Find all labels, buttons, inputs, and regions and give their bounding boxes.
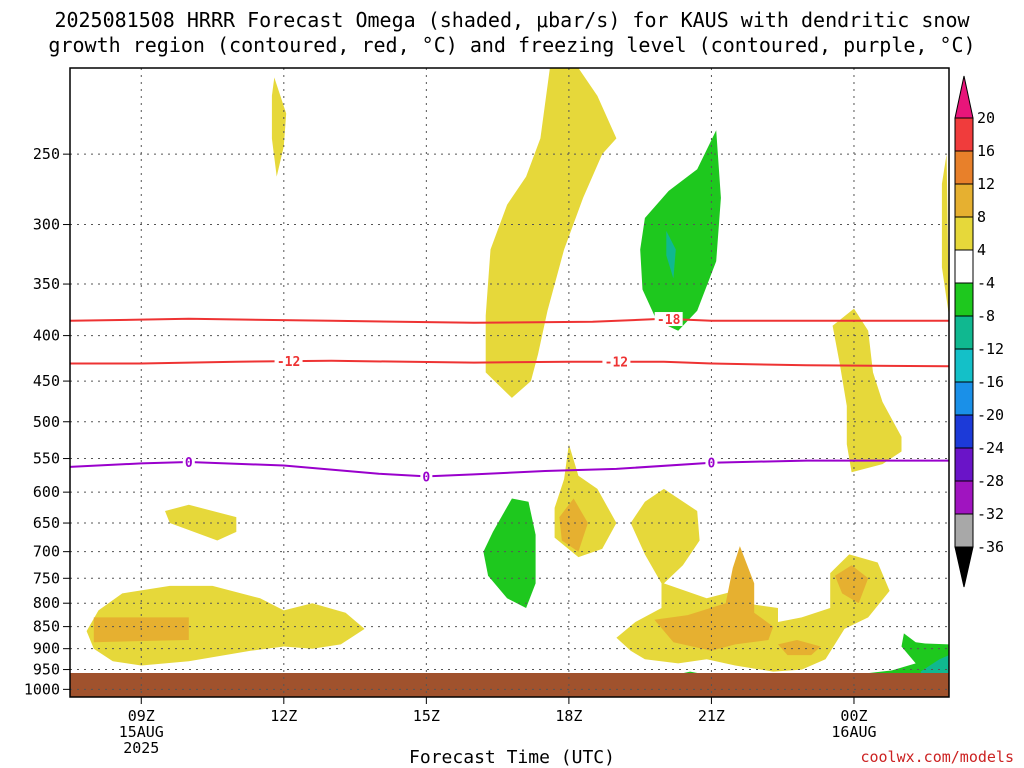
y-tick-label: 800	[33, 594, 60, 612]
x-tick-label: 2025	[123, 739, 159, 757]
site-credit[interactable]: coolwx.com/models	[860, 748, 1014, 766]
y-tick-label: 850	[33, 618, 60, 636]
plot-frame	[69, 67, 950, 698]
omega-region	[485, 68, 617, 398]
colorbar-segment	[954, 117, 974, 152]
contour-label-bg	[420, 469, 433, 484]
colorbar-label: 8	[977, 208, 986, 226]
contour-label: 0	[708, 457, 716, 472]
omega-region	[483, 498, 536, 608]
chart-title-line-2: growth region (contoured, red, °C) and f…	[48, 33, 976, 57]
colorbar-label: 20	[977, 109, 995, 127]
omega-region	[778, 640, 821, 656]
x-tick-label: 21Z	[698, 707, 725, 725]
colorbar-segment	[954, 348, 974, 383]
ground-surface	[70, 673, 949, 697]
y-tick-label: 550	[33, 450, 60, 468]
colorbar-segment	[954, 414, 974, 449]
colorbar-extension-bottom	[954, 546, 974, 588]
contour-label-bg	[182, 455, 195, 470]
colorbar-label: -20	[977, 406, 1004, 424]
x-tick-label: 12Z	[270, 707, 297, 725]
omega-region	[832, 308, 902, 473]
contour-label-bg	[654, 312, 683, 327]
contour-label-bg	[602, 354, 631, 369]
colorbar-label: -36	[977, 538, 1004, 556]
y-tick-label: 700	[33, 543, 60, 561]
colorbar-label: -8	[977, 307, 995, 325]
x-tick-label: 16AUG	[831, 723, 876, 741]
colorbar-segment	[954, 381, 974, 416]
omega-region	[271, 77, 287, 177]
y-tick-label: 450	[33, 372, 60, 390]
y-tick-label: 900	[33, 640, 60, 658]
omega-region	[640, 130, 721, 331]
contour-label: 0	[422, 470, 430, 485]
colorbar-label: 4	[977, 241, 986, 259]
colorbar-segment	[954, 315, 974, 350]
omega-region	[835, 565, 869, 604]
y-tick-label: 300	[33, 216, 60, 234]
contour-label: -12	[605, 356, 628, 371]
contour-label: -18	[657, 313, 681, 328]
x-tick-label: 18Z	[555, 707, 582, 725]
omega-region	[654, 546, 774, 651]
contour-label: 0	[185, 456, 193, 471]
y-tick-label: 400	[33, 327, 60, 345]
colorbar-segment	[954, 216, 974, 251]
freezing-level-contour	[69, 459, 949, 478]
temperature-contours: -18 -12 -12 0 0 0	[69, 312, 950, 485]
colorbar-label: -24	[977, 439, 1004, 457]
colorbar-label: -28	[977, 472, 1004, 490]
y-tick-label: 500	[33, 413, 60, 431]
colorbar-label: 16	[977, 142, 995, 160]
colorbar-segment	[954, 282, 974, 317]
chart-title-line-1: 2025081508 HRRR Forecast Omega (shaded, …	[54, 8, 970, 32]
contour-label-bg	[274, 354, 303, 369]
x-tick-label: 00Z	[840, 707, 867, 725]
dgz-contour	[70, 359, 950, 368]
colorbar-label: -16	[977, 373, 1004, 391]
contour-label: -12	[277, 355, 300, 370]
omega-region	[666, 230, 676, 279]
colorbar-segment	[954, 249, 974, 284]
colorbar-segment	[954, 513, 974, 548]
colorbar-label: -12	[977, 340, 1004, 358]
y-tick-label: 600	[33, 483, 60, 501]
y-tick-label: 250	[33, 145, 60, 163]
colorbar-label: -32	[977, 505, 1004, 523]
x-tick-label: 15Z	[413, 707, 440, 725]
colorbar-label: -4	[977, 274, 995, 292]
colorbar: 20 16 12 8 4 -4 -8 -12 -16 -20 -24 -28 -32 -36	[954, 75, 1004, 588]
y-axis-ticks: 250 300 350 400 450 500 550 600 650 700 750 800 850 9…	[24, 145, 70, 698]
x-tick-label: 09Z	[128, 707, 155, 725]
contour-label-bg	[705, 455, 718, 470]
colorbar-segment	[954, 480, 974, 515]
x-tick-label: 15AUG	[119, 723, 164, 741]
y-tick-label: 750	[33, 569, 60, 587]
colorbar-extension-top	[954, 75, 974, 119]
y-tick-label: 1000	[24, 680, 60, 698]
colorbar-segment	[954, 150, 974, 185]
colorbar-label: 12	[977, 175, 995, 193]
y-tick-label: 950	[33, 661, 60, 679]
colorbar-segment	[954, 447, 974, 482]
x-axis-label: Forecast Time (UTC)	[409, 747, 615, 768]
omega-region	[165, 504, 237, 541]
omega-region	[941, 154, 949, 316]
y-tick-label: 650	[33, 514, 60, 532]
omega-shaded-regions	[86, 68, 949, 686]
omega-region	[86, 585, 365, 666]
dgz-contour	[69, 317, 949, 324]
y-tick-label: 350	[33, 275, 60, 293]
colorbar-segment	[954, 183, 974, 218]
omega-region	[559, 498, 588, 552]
